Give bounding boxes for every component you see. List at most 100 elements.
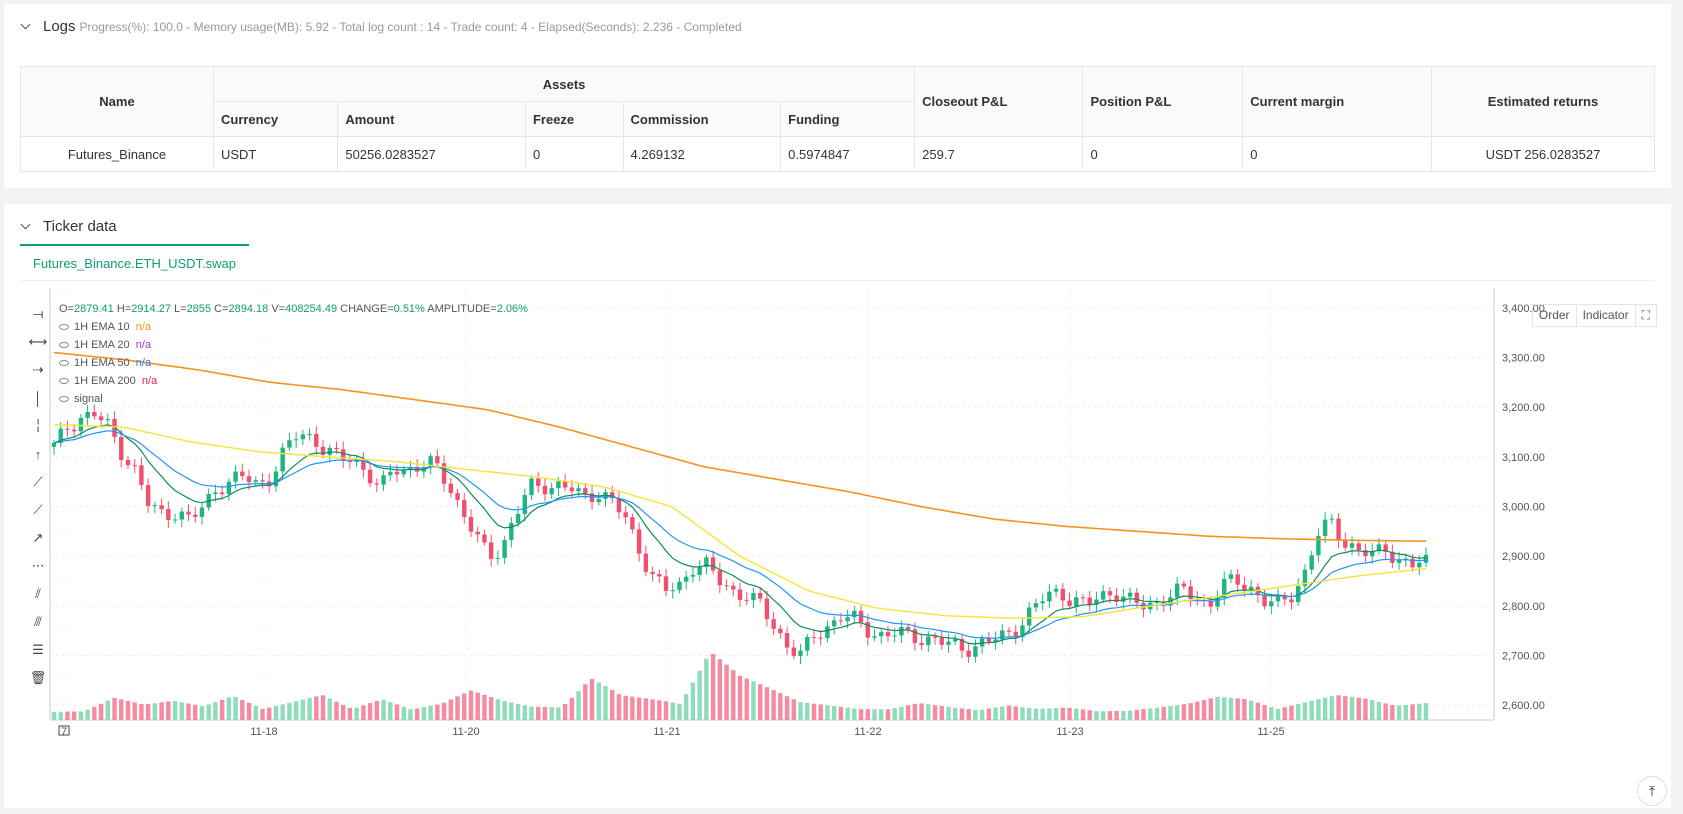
volume-bar [899, 706, 904, 720]
candle-body [1322, 519, 1328, 536]
logs-header[interactable]: Logs Progress(%): 100.0 - Memory usage(M… [20, 18, 742, 35]
price-chart[interactable]: 3,400.00 3,300.00 3,200.00 3,100.00 3,000.00… [4, 288, 1671, 808]
eye-icon[interactable] [59, 360, 69, 367]
volume-bar [219, 699, 225, 720]
candle-body [240, 471, 245, 477]
ticker-header[interactable]: Ticker data [20, 218, 117, 235]
header-currency: Currency [212, 101, 339, 137]
volume-bar [462, 693, 467, 720]
volume-bar [307, 698, 312, 720]
indicator-ema10[interactable]: 1H EMA 10 n/a [59, 318, 528, 336]
candle-body [65, 428, 70, 430]
x-tick-label: 11-25 [1257, 726, 1284, 738]
indicator-signal[interactable]: signal [59, 390, 528, 408]
candle-body [166, 509, 171, 521]
candle-body [159, 505, 164, 510]
volume-bar [179, 702, 184, 720]
candle-body [1356, 543, 1361, 551]
header-commission: Commission [622, 101, 782, 137]
scroll-top-button[interactable]: ⤒ [1637, 776, 1667, 806]
volume-bar [98, 703, 104, 720]
horizontal-line-icon[interactable]: ⟷ [28, 334, 48, 349]
candle-body [751, 593, 756, 601]
candle-body [670, 590, 675, 592]
candle-body [1383, 544, 1388, 552]
candle-body [347, 460, 353, 463]
candle-body [818, 637, 823, 639]
volume-bar [435, 704, 440, 720]
volume-bar [132, 702, 137, 720]
fib-retracement-icon[interactable]: ☰ [32, 642, 44, 657]
volume-bar [240, 699, 245, 720]
ray-icon[interactable]: ⇢ [32, 362, 44, 377]
chart-area[interactable]: 3,400.00 3,300.00 3,200.00 3,100.00 3,000.00… [4, 288, 1671, 808]
candle-body [636, 529, 642, 554]
candle-body [946, 641, 951, 645]
volume-bar [1026, 707, 1032, 720]
eye-icon[interactable] [59, 396, 69, 403]
price-range-icon[interactable]: ⋯ [31, 558, 45, 573]
indicator-ema200[interactable]: 1H EMA 200 n/a [59, 372, 528, 390]
volume-bar [509, 702, 514, 720]
volume-bar [1161, 706, 1166, 720]
trend-line-icon[interactable]: ⟋ [33, 474, 43, 489]
volume-bar [408, 709, 413, 720]
volume-bar [206, 704, 211, 720]
header-position-pnl: Position P&L [1082, 66, 1244, 137]
indicator-button[interactable]: Indicator [1577, 305, 1636, 326]
eye-icon[interactable] [59, 378, 69, 385]
volume-bar [367, 703, 373, 720]
eye-icon[interactable] [59, 342, 69, 349]
candle-body [1047, 591, 1052, 602]
vertical-segment-icon[interactable]: ╎ [34, 418, 42, 433]
trend-ray-icon[interactable]: ↗ [32, 530, 44, 545]
indicator-value: n/a [135, 357, 152, 369]
candle-body [475, 531, 480, 535]
horizontal-ray-icon[interactable]: ⟞ [32, 306, 44, 321]
candle-body [677, 581, 682, 591]
candle-body [1006, 630, 1012, 632]
extended-line-icon[interactable]: ⟋ [33, 502, 43, 517]
amplitude-label: AMPLITUDE= [427, 303, 497, 315]
candle-body [778, 628, 783, 634]
chevron-down-icon[interactable] [20, 19, 31, 30]
candle-body [98, 416, 104, 421]
pitchfork-icon[interactable]: ⫻ [34, 614, 42, 629]
volume-bar [973, 709, 978, 720]
order-button[interactable]: Order [1533, 305, 1577, 326]
candle-body [1423, 554, 1429, 563]
candle-body [327, 448, 332, 455]
indicator-label: 1H EMA 10 [74, 321, 130, 333]
candle-body [737, 589, 743, 600]
trash-icon[interactable]: 🗑 [29, 670, 47, 685]
tab-divider [20, 280, 1655, 281]
x-tick-label: 7 [61, 726, 67, 738]
volume-bar [1309, 700, 1314, 720]
volume-bar [872, 709, 877, 720]
volume-bar [737, 675, 743, 720]
x-tick-label: 11-20 [452, 726, 479, 738]
volume-bar [475, 692, 480, 720]
candle-body [879, 632, 884, 637]
chevron-down-icon[interactable] [20, 219, 31, 230]
volume-bar [1356, 697, 1361, 720]
volume-bar [643, 698, 649, 720]
candle-body [388, 471, 393, 476]
eye-icon[interactable] [59, 324, 69, 331]
arrow-up-icon[interactable]: ↑ [34, 446, 42, 462]
vertical-line-icon[interactable]: │ [33, 390, 43, 406]
indicator-ema20[interactable]: 1H EMA 20 n/a [59, 336, 528, 354]
volume-bar [919, 703, 924, 720]
indicator-ema50[interactable]: 1H EMA 50 n/a [59, 354, 528, 372]
candle-body [320, 446, 326, 455]
candle-body [1040, 601, 1045, 604]
tab-eth-usdt-swap[interactable]: Futures_Binance.ETH_USDT.swap [20, 244, 249, 280]
volume-bar [1174, 705, 1180, 720]
cell-funding: 0.5974847 [780, 136, 916, 172]
volume-bar [1114, 711, 1119, 720]
candle-body [522, 495, 527, 514]
fullscreen-icon[interactable]: ⛶ [1641, 308, 1650, 322]
parallel-channel-icon[interactable]: ⫽ [35, 586, 41, 601]
volume-bar [394, 704, 400, 720]
candle-body [260, 480, 265, 482]
